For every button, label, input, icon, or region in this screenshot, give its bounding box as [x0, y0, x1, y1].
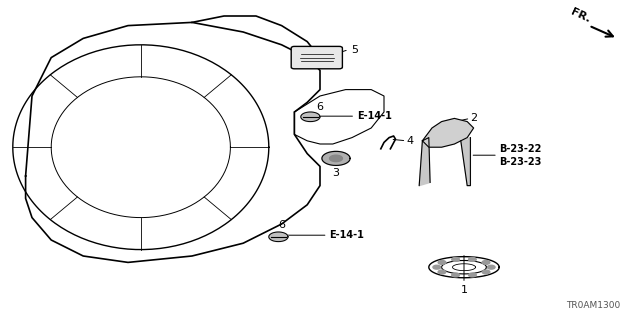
Polygon shape [461, 138, 470, 186]
Text: B-23-22: B-23-22 [499, 144, 541, 154]
Circle shape [452, 258, 460, 261]
Circle shape [438, 260, 446, 264]
Polygon shape [419, 138, 430, 186]
FancyBboxPatch shape [291, 46, 342, 69]
Circle shape [488, 265, 495, 269]
Circle shape [433, 265, 440, 269]
Circle shape [452, 273, 460, 277]
Text: FR.: FR. [570, 6, 593, 24]
Polygon shape [422, 118, 474, 147]
Circle shape [330, 155, 342, 162]
Text: 6: 6 [278, 220, 285, 230]
Circle shape [482, 270, 490, 274]
Text: B-23-23: B-23-23 [499, 156, 541, 167]
Text: 6: 6 [317, 102, 323, 112]
Text: E-14-1: E-14-1 [357, 111, 392, 121]
Text: 4: 4 [406, 136, 413, 146]
Circle shape [482, 260, 490, 264]
Circle shape [269, 232, 288, 242]
Circle shape [468, 258, 476, 261]
Circle shape [322, 151, 350, 165]
Text: 2: 2 [470, 113, 477, 124]
Circle shape [438, 270, 446, 274]
Text: E-14-1: E-14-1 [330, 230, 364, 240]
Circle shape [301, 112, 320, 122]
Text: 3: 3 [333, 168, 339, 178]
Text: TR0AM1300: TR0AM1300 [566, 301, 621, 310]
Text: 5: 5 [351, 44, 358, 55]
Circle shape [468, 273, 476, 277]
Text: 1: 1 [461, 285, 467, 295]
